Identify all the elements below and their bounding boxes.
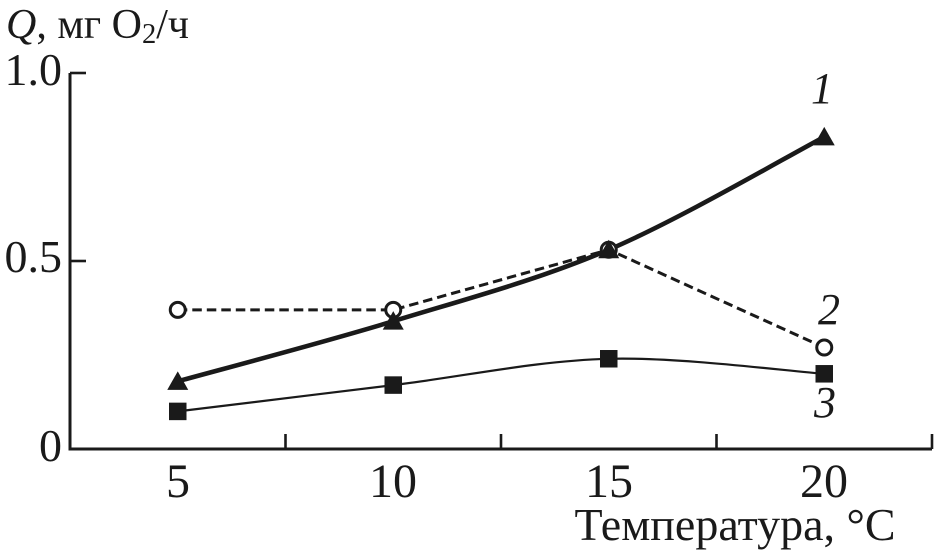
y-tick-label-0.5: 0.5 [4, 231, 63, 282]
series-1-label: 1 [811, 64, 833, 113]
y-tick-label-0: 0 [39, 420, 62, 471]
y-axis-title-symbol: Q [6, 2, 37, 48]
x-tick-label-10: 10 [369, 455, 417, 508]
y-axis-title: Q, мг O2/ч [6, 2, 190, 49]
x-tick-label-20: 20 [800, 455, 848, 508]
series-3-marker [815, 365, 833, 383]
series-2-line [177, 248, 825, 349]
series-3-label: 3 [814, 378, 836, 427]
y-axis-title-mid: , мг O [36, 2, 142, 48]
series-1-marker [813, 126, 835, 146]
series-3-marker [169, 402, 187, 421]
y-axis-title-end: /ч [156, 2, 190, 48]
series-1-marker [598, 239, 620, 259]
y-tick-label-1.0: 1.0 [4, 44, 63, 95]
x-axis-title: Температура, °C [574, 499, 896, 550]
series-2-label: 2 [818, 285, 840, 334]
series-1-line [177, 134, 826, 384]
series-3-marker [384, 376, 402, 394]
series-3-marker [600, 350, 618, 368]
series-1-marker [167, 371, 189, 390]
series-2-marker [815, 338, 834, 357]
series-1-marker [382, 311, 404, 330]
series-2-marker [168, 300, 187, 319]
y-axis-title-subscript: 2 [141, 19, 157, 51]
x-tick-label-15: 15 [585, 455, 633, 508]
x-tick-label-5: 5 [166, 455, 190, 508]
axes [68, 73, 932, 451]
series-3-line [177, 357, 825, 413]
